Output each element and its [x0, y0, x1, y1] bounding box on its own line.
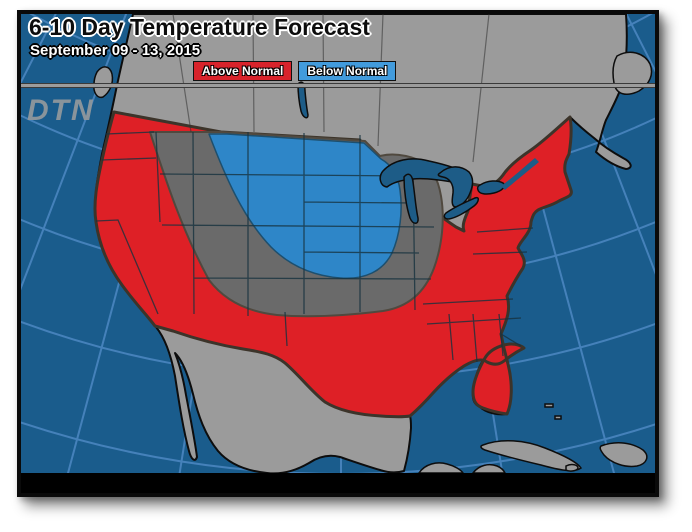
forecast-map-frame: DTN 6-10 Day Temperature Forecast Septem… [17, 10, 659, 497]
bahamas [544, 403, 562, 420]
legend-above-normal: Above Normal [193, 61, 293, 81]
legend: Above Normal Below Normal [193, 61, 397, 81]
header-divider-line [21, 83, 655, 88]
jamaica-island [565, 463, 579, 472]
hispaniola-island [599, 442, 648, 468]
page-title: 6-10 Day Temperature Forecast [29, 14, 370, 40]
forecast-map: DTN [21, 14, 655, 473]
dtn-logo: DTN [27, 94, 95, 127]
great-lakes [297, 81, 539, 224]
legend-below-normal: Below Normal [298, 61, 397, 81]
bottom-bar [21, 473, 655, 493]
yucatan-coast [418, 462, 506, 473]
vancouver-island [93, 66, 114, 99]
state-borders [95, 131, 534, 363]
date-range: September 09 - 13, 2015 [30, 42, 201, 59]
